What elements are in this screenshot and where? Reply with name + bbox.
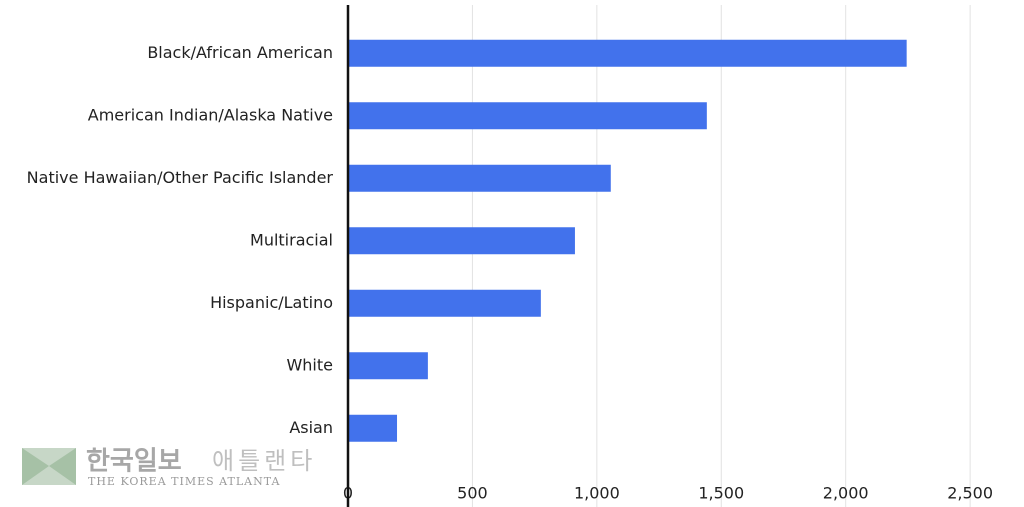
y-tick-label: White — [286, 355, 333, 374]
bar — [348, 164, 611, 192]
watermark-title: 한국일보 — [86, 447, 182, 477]
y-tick-label: American Indian/Alaska Native — [88, 105, 333, 124]
x-tick-label: 2,000 — [823, 484, 869, 503]
watermark-icon — [22, 448, 76, 485]
bar — [348, 227, 575, 255]
y-tick-label: Asian — [289, 418, 333, 437]
x-tick-label: 2,500 — [947, 484, 993, 503]
bar — [348, 289, 541, 317]
bar — [348, 39, 907, 67]
y-tick-label: Multiracial — [250, 230, 333, 249]
y-tick-label: Hispanic/Latino — [210, 293, 333, 312]
x-tick-label: 500 — [457, 484, 488, 503]
x-tick-label: 1,500 — [698, 484, 744, 503]
bar — [348, 102, 707, 130]
y-tick-label: Black/African American — [147, 43, 333, 62]
x-tick-label: 1,000 — [574, 484, 620, 503]
y-tick-label: Native Hawaiian/Other Pacific Islander — [27, 168, 334, 187]
watermark-subtitle: 애틀랜타 — [212, 447, 316, 475]
bar — [348, 352, 428, 380]
bar — [348, 414, 398, 442]
watermark-caption: THE KOREA TIMES ATLANTA — [88, 475, 280, 488]
